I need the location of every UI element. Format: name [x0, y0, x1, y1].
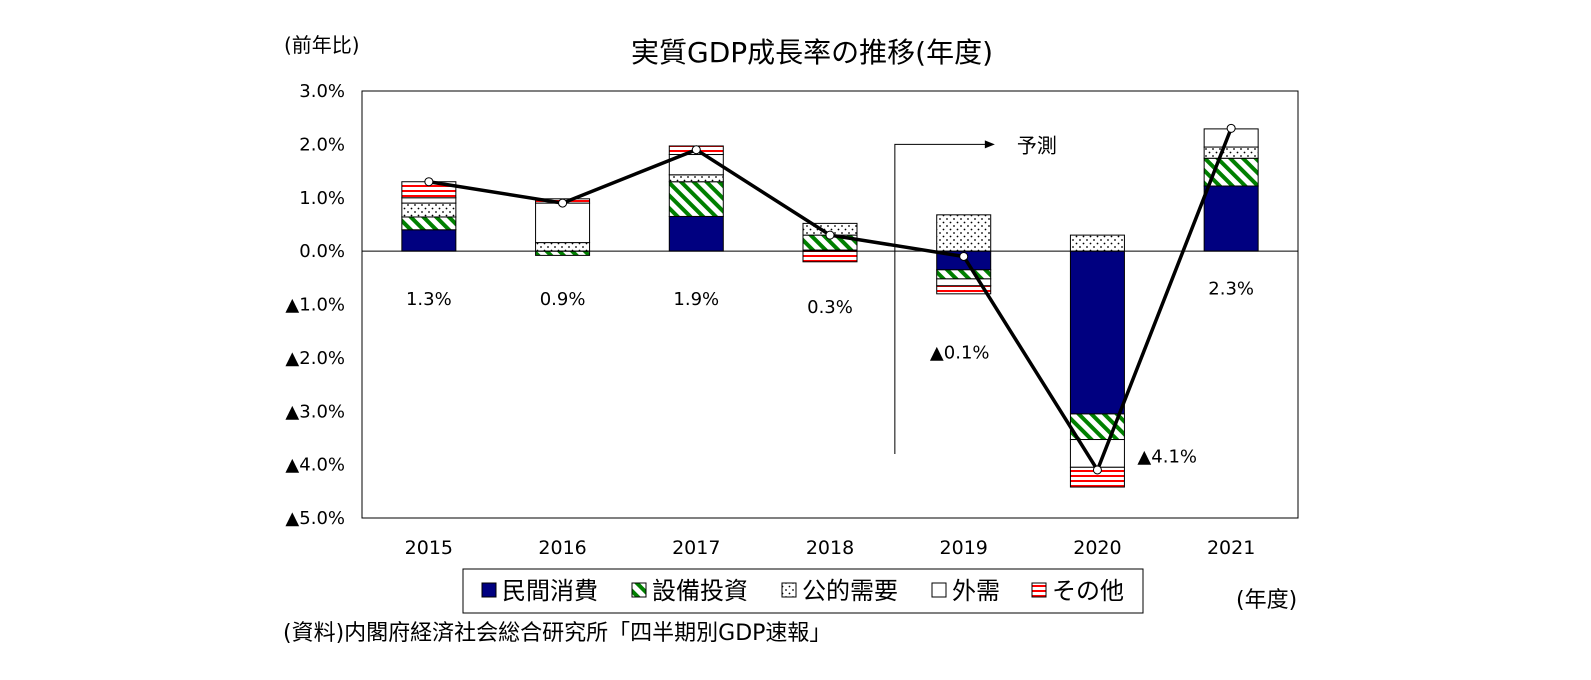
legend-swatch-icon: [931, 582, 947, 598]
data-labels: 1.3% 0.9% 1.9% 0.3% ▲0.1% ▲4.1% 2.3%: [406, 278, 1254, 467]
y-tick-label: 1.0%: [299, 188, 345, 209]
bar-segment-2016: [535, 250, 591, 256]
data-label-2021: 2.3%: [1208, 278, 1254, 299]
y-tick-label: ▲3.0%: [285, 401, 345, 422]
bar-segment-2016: [535, 242, 591, 252]
bar-segment-2017: [668, 181, 724, 217]
x-tick-label: 2021: [1207, 537, 1255, 559]
gdp-point-2017: [691, 145, 701, 155]
bar-segment-2015: [401, 216, 457, 231]
y-tick-label: ▲5.0%: [285, 508, 345, 529]
bar-segment-2021: [1203, 185, 1259, 252]
bar-segment-2015: [401, 202, 457, 218]
y-tick-label: ▲2.0%: [285, 348, 345, 369]
bar-segment-2019: [936, 214, 992, 252]
gdp-point-2021: [1226, 123, 1236, 133]
source-note: (資料)内閣府経済社会総合研究所「四半期別GDP速報」: [283, 621, 831, 646]
data-label-2015: 1.3%: [406, 289, 452, 310]
gdp-point-2016: [558, 198, 568, 208]
forecast-marker: 予測: [894, 133, 1057, 454]
x-tick-label: 2018: [806, 537, 854, 559]
bar-segment-2019: [936, 285, 992, 295]
x-tick-label: 2016: [538, 537, 586, 559]
bar-segment-2019: [936, 269, 992, 280]
bar-segment-2015: [401, 229, 457, 252]
chart-title: 実質GDP成長率の推移(年度): [631, 36, 993, 69]
legend-label: 外需: [952, 577, 1000, 605]
y-axis-ticks: 3.0% 2.0% 1.0% 0.0% ▲1.0% ▲2.0% ▲3.0% ▲4.0% ▲5.0…: [285, 81, 345, 529]
legend-label: 設備投資: [652, 577, 748, 605]
gdp-point-2015: [424, 177, 434, 187]
legend-label: その他: [1052, 577, 1124, 605]
y-tick-label: 0.0%: [299, 241, 345, 262]
forecast-bracket: [894, 143, 988, 454]
x-axis-ticks: 2015 2016 2017 2018 2019 2020 2021: [405, 537, 1256, 559]
legend: 民間消費 設備投資 公的需要 外需 その他: [462, 568, 1144, 614]
bar-segment-2015: [401, 197, 457, 204]
bar-segment-2016: [535, 202, 591, 244]
data-label-2016: 0.9%: [540, 289, 586, 310]
legend-label: 公的需要: [802, 577, 898, 605]
legend-swatch-icon: [781, 582, 797, 598]
legend-label: 民間消費: [502, 577, 598, 605]
y-tick-label: ▲1.0%: [285, 295, 345, 316]
gdp-point-2020: [1092, 465, 1102, 475]
data-label-2018: 0.3%: [807, 297, 853, 318]
x-tick-label: 2015: [405, 537, 453, 559]
gdp-line-series: [424, 123, 1236, 475]
gdp-point-2019: [959, 251, 969, 261]
bar-segment-2020: [1069, 250, 1125, 415]
bar-segment-2017: [668, 215, 724, 252]
data-label-2019: ▲0.1%: [930, 343, 990, 364]
x-tick-label: 2020: [1073, 537, 1121, 559]
data-label-2020: ▲4.1%: [1137, 447, 1197, 468]
legend-swatch-icon: [631, 582, 647, 598]
bar-segment-2021: [1203, 146, 1259, 159]
y-axis-label: (前年比): [284, 33, 360, 57]
legend-swatch-icon: [1031, 582, 1047, 598]
y-tick-label: ▲4.0%: [285, 455, 345, 476]
x-axis-label: (年度): [1236, 588, 1297, 613]
legend-swatch-icon: [481, 582, 497, 598]
gdp-point-2018: [825, 230, 835, 240]
legend-frame: [462, 568, 1144, 614]
bar-segment-2020: [1069, 439, 1125, 468]
y-tick-label: 2.0%: [299, 134, 345, 155]
forecast-label: 予測: [1017, 133, 1057, 157]
plot-area: [361, 90, 1299, 519]
y-tick-label: 3.0%: [299, 81, 345, 102]
x-tick-label: 2017: [672, 537, 720, 559]
bar-segment-2017: [668, 174, 724, 183]
forecast-arrow-icon: [984, 140, 995, 149]
bar-segment-2020: [1069, 234, 1125, 252]
data-label-2017: 1.9%: [673, 289, 719, 310]
x-tick-label: 2019: [940, 537, 988, 559]
bar-segment-2018: [802, 250, 858, 263]
